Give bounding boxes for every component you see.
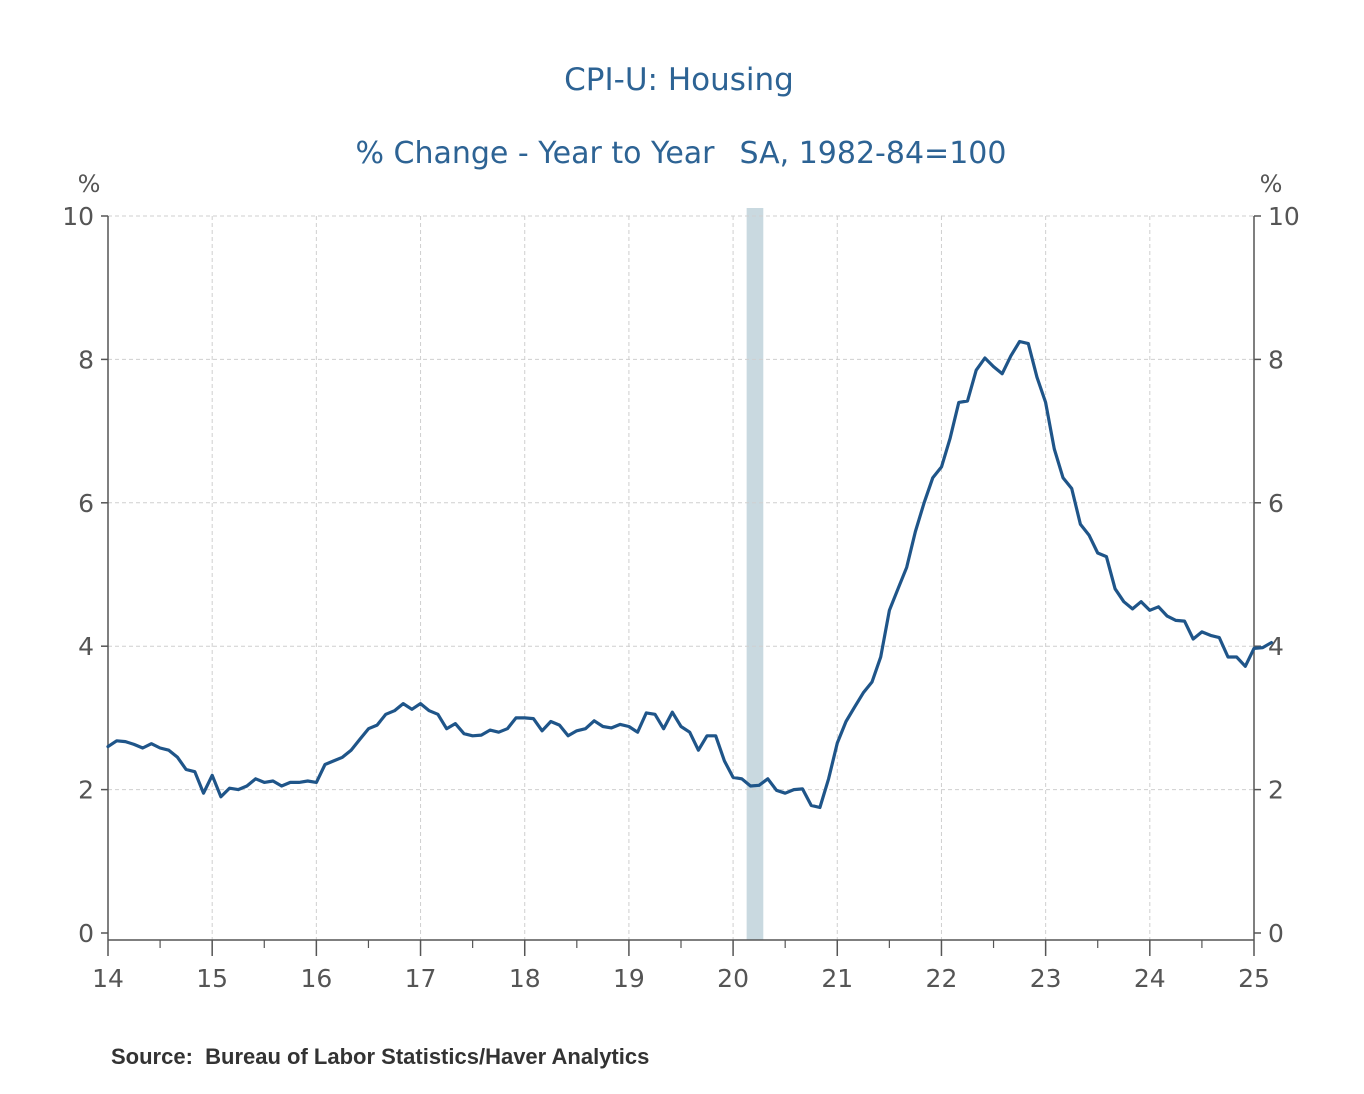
y-tick-label-left: 2 — [78, 776, 94, 805]
x-tick-label: 24 — [1134, 964, 1166, 993]
y-tick-label-left: 0 — [78, 919, 94, 948]
y-axis-label-right: % — [1260, 170, 1283, 198]
y-tick-label-left: 10 — [62, 202, 94, 231]
y-tick-label-right: 4 — [1268, 632, 1284, 661]
y-tick-label-right: 8 — [1268, 345, 1284, 374]
y-tick-label-left: 8 — [78, 345, 94, 374]
x-tick-label: 18 — [509, 964, 541, 993]
y-tick-label-left: 6 — [78, 489, 94, 518]
y-axis-label-left: % — [78, 170, 101, 198]
x-tick-label: 20 — [717, 964, 749, 993]
x-tick-label: 14 — [92, 964, 124, 993]
series-line — [106, 339, 1274, 810]
y-tick-label-right: 6 — [1268, 489, 1284, 518]
chart-subtitle-left: % Change - Year to Year — [355, 136, 715, 171]
y-tick-label-left: 4 — [78, 632, 94, 661]
x-tick-label: 16 — [300, 964, 332, 993]
x-tick-label: 22 — [926, 964, 958, 993]
chart-source: Source: Bureau of Labor Statistics/Haver… — [111, 1044, 650, 1069]
x-tick-label: 17 — [405, 964, 437, 993]
y-tick-label-right: 2 — [1268, 776, 1284, 805]
chart-subtitle-right: SA, 1982-84=100 — [740, 136, 1007, 171]
y-tick-label-right: 10 — [1268, 202, 1300, 231]
x-tick-label: 25 — [1238, 964, 1270, 993]
axis-layer — [107, 216, 1255, 941]
grid-layer — [108, 215, 1254, 940]
recession-band — [746, 208, 764, 940]
series-layer — [106, 339, 1274, 810]
x-tick-label: 21 — [821, 964, 853, 993]
x-tick-label: 23 — [1030, 964, 1062, 993]
y-tick-label-right: 0 — [1268, 919, 1284, 948]
recession-layer — [746, 208, 764, 940]
x-tick-label: 19 — [613, 964, 645, 993]
chart-title: CPI-U: Housing — [564, 62, 794, 98]
x-tick-label: 15 — [196, 964, 228, 993]
